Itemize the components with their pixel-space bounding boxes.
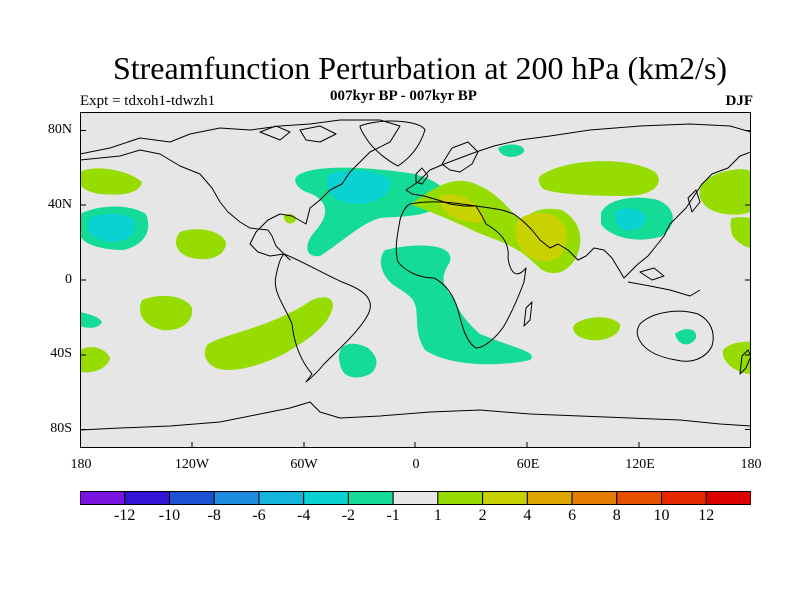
colorbar-box xyxy=(258,491,305,505)
colorbar-box xyxy=(482,491,528,505)
colorbar-box xyxy=(392,491,439,505)
colorbar-tick-label: 10 xyxy=(653,507,670,524)
positive-core-regions xyxy=(439,194,567,262)
lat-label-0: 0 xyxy=(65,272,72,287)
lon-label-60e: 60E xyxy=(516,457,540,472)
colorbar-tick-label: -12 xyxy=(114,507,136,524)
colorbar-tick-label: -10 xyxy=(158,507,181,524)
lon-label-0: 0 xyxy=(412,457,420,472)
colorbar-tick-label: -6 xyxy=(252,507,266,524)
colorbar-box xyxy=(571,491,618,505)
colorbar-box xyxy=(526,491,573,505)
lon-label-120w: 120W xyxy=(174,457,210,472)
colorbar-box xyxy=(661,491,707,505)
lat-label-80s: 80S xyxy=(50,421,72,436)
colorbar-tick-label: -1 xyxy=(386,507,400,524)
streamfunction-map xyxy=(80,112,751,448)
colorbar-tick-label: 1 xyxy=(433,507,442,524)
colorbar-tick-label: 12 xyxy=(698,507,715,524)
colorbar-box xyxy=(705,491,751,505)
lat-label-40s: 40S xyxy=(50,346,72,361)
colorbar-box xyxy=(80,491,126,505)
lat-label-80n: 80N xyxy=(47,122,72,137)
colorbar-box xyxy=(213,491,260,505)
colorbar-tick-label: -2 xyxy=(341,507,356,524)
lon-label-60w: 60W xyxy=(290,457,318,472)
colorbar-tick-label: 4 xyxy=(523,507,532,524)
season-label: DJF xyxy=(725,93,754,109)
colorbar-box xyxy=(437,491,484,505)
colorbar-tick-label: -4 xyxy=(296,507,311,524)
lon-label-180e: 180 xyxy=(740,457,762,472)
colorbar-box xyxy=(303,491,349,505)
colorbar-tick-label: 2 xyxy=(478,507,487,524)
colorbar-tick-label: 8 xyxy=(612,507,621,524)
colorbar xyxy=(80,491,751,505)
lat-label-40n: 40N xyxy=(47,197,72,212)
colorbar-box xyxy=(168,491,215,505)
colorbar-box xyxy=(616,491,663,505)
plot-title: Streamfunction Perturbation at 200 hPa (… xyxy=(112,50,728,86)
colorbar-box xyxy=(347,491,394,505)
experiment-label: Expt = tdxoh1-tdwzh1 xyxy=(80,93,216,109)
colorbar-tick-label: -8 xyxy=(207,507,221,524)
plot-subtitle: 007kyr BP - 007kyr BP xyxy=(330,88,477,104)
colorbar-box xyxy=(124,491,170,505)
colorbar-tick-label: 6 xyxy=(568,507,577,524)
lon-label-120e: 120E xyxy=(625,457,655,472)
lon-label-180w: 180 xyxy=(70,457,92,472)
coastlines xyxy=(80,119,751,431)
negative-core-regions xyxy=(88,170,646,242)
